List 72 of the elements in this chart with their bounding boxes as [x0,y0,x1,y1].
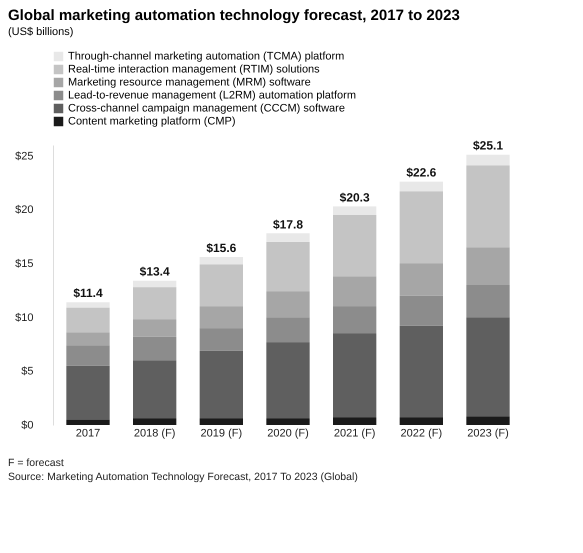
bar [266,418,310,425]
x-tick-label: 2020 (F) [267,428,309,440]
x-tick-label: 2018 (F) [134,428,176,440]
bar [266,317,310,342]
bar [400,182,443,192]
source-note: Source: Marketing Automation Technology Forecast, 2017 To 2023 (Global) [8,471,358,483]
bar [66,366,110,420]
total-label: $15.6 [206,241,237,255]
legend-label: Cross-channel campaign management (CCCM) software [68,102,345,114]
bar [266,242,310,292]
total-label: $11.4 [73,286,104,300]
bar [200,264,243,307]
bar [200,418,243,425]
bar [200,257,243,265]
total-label: $20.3 [340,190,370,204]
x-tick-label: 2023 (F) [467,428,509,440]
x-tick-label: 2017 [76,428,100,440]
total-label: $22.6 [406,166,437,180]
bar [333,417,376,425]
bar [266,291,310,318]
bar [466,317,510,416]
bar [133,418,176,425]
total-label: $25.1 [472,138,504,153]
bar [133,280,176,288]
y-tick-label: $5 [21,366,34,378]
bar [66,332,110,346]
bar [333,206,376,215]
bar [266,342,310,419]
bar [266,233,310,242]
y-tick-label: $10 [15,312,34,324]
chart-title: Global marketing automation technology forecast, 2017 to 2023 [8,7,460,24]
bar [466,165,510,248]
total-label: $13.4 [140,264,170,279]
bar [400,326,443,418]
bar [333,306,376,334]
legend-label: Real-time interaction management (RTIM) solutions [68,64,320,76]
y-tick-label: $15 [15,258,34,270]
bar [66,302,110,308]
bar [400,263,443,296]
y-tick-label: $20 [15,204,34,216]
bar [466,416,510,425]
bar [400,296,443,326]
bar [66,345,110,366]
bar [333,276,376,307]
x-tick-label: 2021 (F) [334,428,376,440]
bar [200,328,243,351]
bar [466,154,510,166]
x-tick-label: 2019 (F) [200,428,242,440]
legend-label: Content marketing platform (CMP) [68,116,236,128]
bar [333,215,376,276]
bar [133,287,176,320]
bar [133,336,176,360]
bar [200,350,243,419]
legend-label: Through-channel marketing automation (TCMA) platform [68,50,344,62]
y-tick-label: $25 [15,150,34,162]
bar [133,360,176,419]
text: F = forecast [8,457,64,469]
chart-subtitle: (US$ billions) [8,26,74,38]
bar [400,417,443,425]
bar [133,319,176,337]
y-tick-label: $0 [21,420,34,432]
legend-label: Lead-to-revenue management (L2RM) automation platform [68,90,356,102]
bar [200,306,243,328]
bar [466,285,510,318]
bar [400,191,443,264]
bar [333,333,376,418]
x-tick-label: 2022 (F) [400,428,442,440]
bar [66,308,110,332]
legend-label: Marketing resource management (MRM) software [68,76,311,88]
bar [466,247,510,285]
total-label: $17.8 [272,217,304,232]
bar [66,420,110,425]
